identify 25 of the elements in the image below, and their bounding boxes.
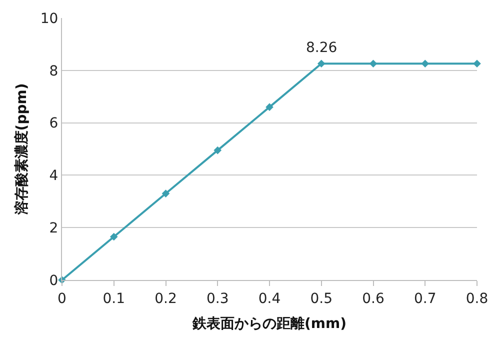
x-tick-label: 0.2 [154,290,177,307]
x-tick-label: 0.3 [206,290,229,307]
y-tick-label: 2 [49,220,58,236]
point [317,60,326,68]
y-tick-label: 6 [49,116,58,132]
point [266,103,274,111]
y-tick-label: 10 [40,10,58,27]
y-tick-label: 8 [49,63,58,80]
x-tick-label: 0.4 [258,290,281,307]
x-tick-label: 0.8 [466,290,488,307]
y-tick-label: 0 [49,272,58,289]
annotation: 8.26 [306,40,338,56]
y-tick-label: 4 [49,168,58,184]
x-tick-label: 0.5 [310,290,333,307]
x-axis-title: 鉄表面からの距離(mm) [192,316,346,332]
point [214,146,222,154]
x-tick-label: 0.7 [414,290,436,307]
point [110,232,118,241]
point [369,60,378,68]
point [473,60,481,68]
y-axis-title: 溶存酸素濃度(ppm) [12,83,30,216]
point [421,60,430,68]
point [162,190,170,198]
x-tick-label: 0.1 [102,290,126,307]
x-tick-label: 0.6 [362,290,384,307]
